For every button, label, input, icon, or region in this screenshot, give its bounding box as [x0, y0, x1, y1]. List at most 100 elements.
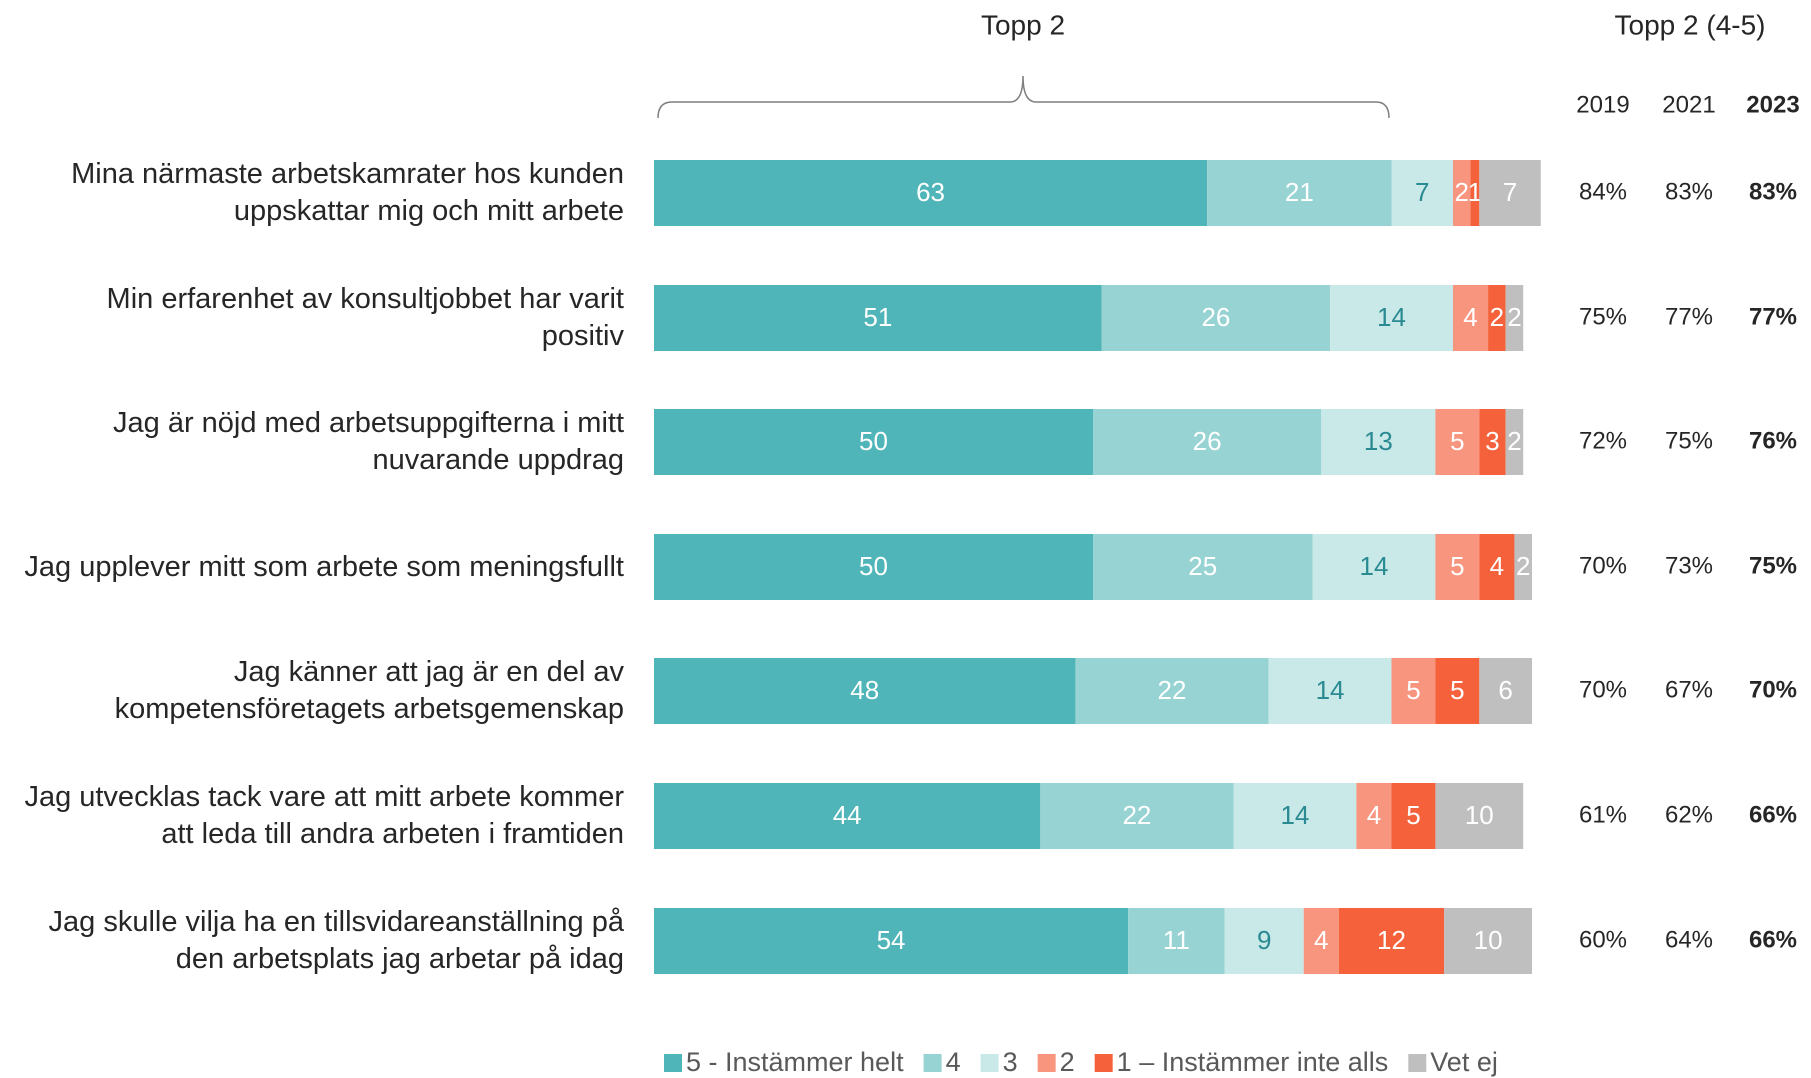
table-cell: 73% [1665, 552, 1713, 579]
legend-label: Vet ej [1430, 1047, 1498, 1077]
bar-segment [1435, 409, 1480, 475]
data-label: 54 [877, 925, 906, 955]
table-cell: 70% [1749, 676, 1797, 703]
data-label: 14 [1316, 675, 1345, 705]
legend-swatch [980, 1054, 999, 1072]
bar-segment [1505, 409, 1524, 475]
data-label: 2 [1516, 551, 1530, 581]
bar-segment [1093, 534, 1313, 600]
table-cell: 75% [1749, 552, 1797, 579]
data-label: 5 [1406, 800, 1420, 830]
category-label: Min erfarenhet av konsultjobbet har vari… [0, 253, 624, 383]
bar-segment [1435, 783, 1524, 849]
bracket-label: Topp 2 [981, 9, 1065, 40]
category-label: Jag skulle vilja ha en tillsvidareanstäl… [0, 876, 625, 1006]
data-label: 10 [1465, 800, 1494, 830]
bar-segment [1479, 409, 1506, 475]
bar-segment [1233, 783, 1357, 849]
legend-swatch [1408, 1054, 1427, 1072]
data-label: 25 [1188, 551, 1217, 581]
table-cell: 77% [1665, 303, 1713, 330]
table-header: 2019 [1576, 91, 1629, 118]
bar-segment [1128, 908, 1225, 974]
bar-segment [654, 908, 1129, 974]
legend-swatch [1037, 1054, 1056, 1072]
data-label: 26 [1193, 426, 1222, 456]
table-cell: 75% [1665, 427, 1713, 454]
legend-label: 3 [1003, 1047, 1018, 1077]
table-cell: 60% [1579, 926, 1627, 953]
legend-swatch [1094, 1054, 1113, 1072]
category-label: Jag är nöjd med arbetsuppgifterna i mitt… [0, 377, 624, 507]
data-label: 5 [1450, 551, 1464, 581]
data-label: 6 [1498, 675, 1512, 705]
data-label: 48 [850, 675, 879, 705]
data-label: 5 [1450, 426, 1464, 456]
bar-segment [1435, 534, 1480, 600]
data-label: 2 [1455, 177, 1469, 207]
category-text: Jag upplever mitt som arbete som menings… [24, 550, 624, 583]
data-label: 13 [1364, 426, 1393, 456]
data-label: 26 [1201, 302, 1230, 332]
bar-segment [1479, 534, 1515, 600]
data-label: 9 [1257, 925, 1271, 955]
bar-segment [1040, 783, 1234, 849]
legend-label: 5 - Instämmer helt [686, 1047, 904, 1077]
data-label: 4 [1367, 800, 1381, 830]
bar-segment [654, 409, 1093, 475]
bar-segment [1479, 160, 1541, 226]
bar-segment [1505, 285, 1524, 351]
bar-segment [1338, 908, 1445, 974]
category-label: Mina närmaste arbetskamrater hos kunden … [0, 128, 624, 258]
bar-segment [1303, 908, 1339, 974]
table-cell: 83% [1665, 178, 1713, 205]
data-label: 2 [1490, 302, 1504, 332]
table-cell: 76% [1749, 427, 1797, 454]
bar-segment [1101, 285, 1331, 351]
category-label: Jag känner att jag är en del av kompeten… [0, 626, 624, 756]
legend-label: 2 [1060, 1047, 1075, 1077]
bar-segment [654, 534, 1093, 600]
bracket [657, 75, 1390, 119]
bar-segment [1452, 160, 1471, 226]
data-label: 50 [859, 426, 888, 456]
bar-segment [1488, 285, 1506, 351]
legend-swatch [664, 1054, 682, 1072]
data-label: 22 [1158, 675, 1187, 705]
category-text: Jag skulle vilja ha en tillsvidareanstäl… [48, 906, 625, 975]
legend-label: 4 [946, 1047, 961, 1077]
bar-segment [1391, 160, 1453, 226]
category-text: Min erfarenhet av konsultjobbet har vari… [106, 283, 624, 352]
table-cell: 83% [1749, 178, 1797, 205]
data-label: 4 [1314, 925, 1328, 955]
data-label: 10 [1474, 925, 1503, 955]
table-cell: 84% [1579, 178, 1627, 205]
category-text: Jag är nöjd med arbetsuppgifterna i mitt… [113, 407, 624, 476]
data-label: 1 [1468, 177, 1482, 207]
legend-swatch [923, 1054, 942, 1072]
data-label: 63 [916, 177, 945, 207]
bar-segment [1224, 908, 1304, 974]
bar-segment [1470, 160, 1480, 226]
table-cell: 70% [1579, 552, 1627, 579]
table-cell: 75% [1579, 303, 1627, 330]
data-label: 7 [1503, 177, 1517, 207]
category-text: Jag känner att jag är en del av kompeten… [114, 656, 624, 725]
data-label: 51 [863, 302, 892, 332]
table-header: 2023 [1746, 91, 1799, 118]
bar-segment [1444, 908, 1532, 974]
bar-segment [654, 160, 1208, 226]
data-label: 5 [1450, 675, 1464, 705]
bar-segment [1075, 658, 1269, 724]
bar-segment [1312, 534, 1436, 600]
data-label: 14 [1280, 800, 1309, 830]
category-text: Mina närmaste arbetskamrater hos kunden … [71, 158, 624, 227]
table-cell: 77% [1749, 303, 1797, 330]
bar-segment [1207, 160, 1392, 226]
legend-label: 1 – Instämmer inte alls [1117, 1047, 1389, 1077]
data-label: 2 [1507, 426, 1521, 456]
bar-segment [1435, 658, 1480, 724]
table-cell: 67% [1665, 676, 1713, 703]
bar-segment [1321, 409, 1436, 475]
